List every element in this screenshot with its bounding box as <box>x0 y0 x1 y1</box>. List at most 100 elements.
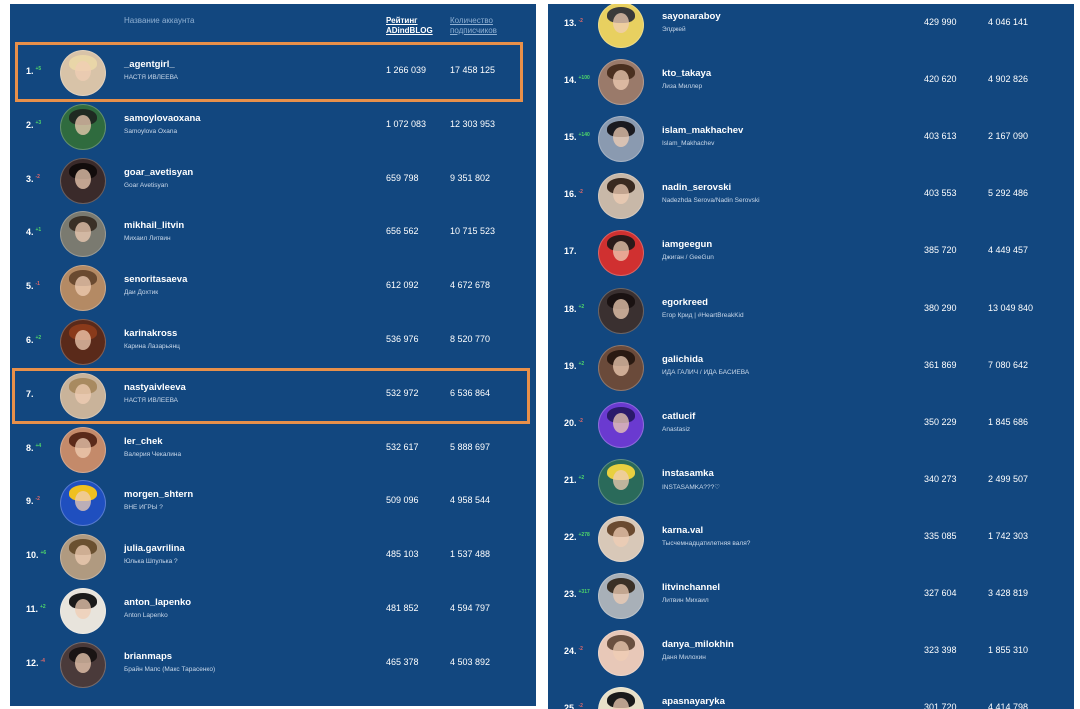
account-username[interactable]: senoritasaeva <box>124 274 188 286</box>
avatar[interactable] <box>598 344 644 391</box>
avatar[interactable] <box>60 211 106 258</box>
account-username[interactable]: galichida <box>662 353 704 365</box>
table-row[interactable]: 22. +278 karna.val Тысчемнадцатилетняя валя… <box>548 511 1074 565</box>
account-username[interactable]: nadin_serovski <box>662 182 732 194</box>
avatar[interactable] <box>60 372 106 419</box>
avatar[interactable] <box>60 319 106 365</box>
account-display-name: Джиган / GeeGun <box>662 254 714 262</box>
table-row[interactable]: 10. +6 julia.gavrilina Юлька Шпулька ? 485 1… <box>10 529 536 583</box>
account-display-name: Брайн Мапс (Макс Тарасенко) <box>124 665 216 673</box>
avatar-face <box>613 412 629 433</box>
account-display-name: Anton Lapenko <box>124 612 168 619</box>
avatar[interactable] <box>598 458 644 505</box>
avatar-face <box>613 469 629 490</box>
account-username[interactable]: _agentgirl_ <box>124 59 175 70</box>
table-row[interactable]: 13. -2 sayonaraboy Элджей 429 990 4 046 141 <box>548 4 1074 51</box>
avatar[interactable] <box>598 687 644 709</box>
table-row[interactable]: 9. -2 morgen_shtern ВНЕ ИГРЫ ? 509 096 4 958 … <box>10 475 536 529</box>
account-username[interactable]: instasamka <box>662 467 714 479</box>
account-display-name: Даня Милохин <box>662 654 706 662</box>
avatar[interactable] <box>598 173 644 220</box>
account-username[interactable]: kto_takaya <box>662 68 712 80</box>
rank-position: 12. <box>26 657 39 668</box>
table-row[interactable]: 15. +140 islam_makhachev Islam_Makhachev 403… <box>548 111 1074 165</box>
avatar[interactable] <box>598 230 644 277</box>
table-row[interactable]: 1. +5 _agentgirl_ НАСТЯ ИВЛЕЕВА 1 266 039 17 … <box>10 45 536 99</box>
account-username[interactable]: karna.val <box>662 524 704 536</box>
table-row[interactable]: 20. -2 catlucif Anastasiz 350 229 1 845 686 <box>548 397 1074 451</box>
table-row[interactable]: 4. +1 mikhail_litvin Михаил Литвин 656 562 10… <box>10 206 536 260</box>
avatar-face <box>75 545 91 566</box>
avatar[interactable] <box>60 50 106 96</box>
account-username[interactable]: sayonaraboy <box>662 11 721 22</box>
rank-number: 22. +278 <box>564 532 590 542</box>
rank-change-badge: +100 <box>578 75 590 82</box>
rank-number: 3. -2 <box>26 174 40 184</box>
account-username[interactable]: egorkreed <box>662 296 708 308</box>
rank-position: 21. <box>564 474 577 485</box>
avatar[interactable] <box>60 641 106 688</box>
account-username[interactable]: iamgeegun <box>662 239 713 251</box>
rank-change-badge: +3 <box>35 119 42 126</box>
subscribers-value: 3 428 819 <box>988 588 1029 598</box>
rating-value: 532 972 <box>386 387 419 398</box>
avatar[interactable] <box>598 515 644 562</box>
table-row[interactable]: 3. -2 goar_avetisyan Goar Avetisyan 659 798 9… <box>10 153 536 207</box>
avatar[interactable] <box>598 287 644 334</box>
account-username[interactable]: islam_makhachev <box>662 125 744 137</box>
avatar-face <box>75 168 91 189</box>
header-rating[interactable]: Рейтинг ADindBLOG <box>386 16 433 35</box>
table-row[interactable]: 24. -2 danya_milokhin Даня Милохин 323 398 1 … <box>548 625 1074 679</box>
table-row[interactable]: 11. +2 anton_lapenko Anton Lapenko 481 852 4 … <box>10 583 536 637</box>
account-username[interactable]: mikhail_litvin <box>124 220 185 232</box>
account-username[interactable]: morgen_shtern <box>124 489 194 501</box>
rating-value: 532 617 <box>386 441 419 452</box>
table-row[interactable]: 19. +2 galichida ИДА ГАЛИЧ / ИДА БАСИЕВА 361… <box>548 340 1074 394</box>
table-row[interactable]: 8. +4 ler_chek Валерия Чекалина 532 617 5 888… <box>10 422 536 476</box>
account-username[interactable]: nastyaivleeva <box>124 381 186 393</box>
rank-change-badge: +2 <box>578 474 585 481</box>
table-row[interactable]: 12. -4 brianmaps Брайн Мапс (Макс Тарасенко… <box>10 637 536 691</box>
subscribers-value: 5 888 697 <box>450 441 491 452</box>
account-username[interactable]: ler_chek <box>124 435 163 447</box>
account-username[interactable]: litvinchannel <box>662 582 721 593</box>
table-row[interactable]: 25. -2 apasnayaryka 301 720 4 414 798 <box>548 682 1074 709</box>
account-username[interactable]: julia.gavrilina <box>124 543 185 555</box>
avatar[interactable] <box>598 401 644 448</box>
table-row[interactable]: 2. +3 samoylovaoxana Samoylova Oxana 1 072 0… <box>10 99 536 153</box>
avatar[interactable] <box>60 426 106 473</box>
avatar[interactable] <box>60 480 106 527</box>
account-username[interactable]: danya_milokhin <box>662 639 734 651</box>
account-username[interactable]: samoylovaoxana <box>124 112 201 124</box>
avatar[interactable] <box>598 4 644 48</box>
account-username[interactable]: anton_lapenko <box>124 597 192 608</box>
account-display-name: Юлька Шпулька ? <box>124 558 178 566</box>
avatar[interactable] <box>60 265 106 312</box>
table-row[interactable]: 7. nastyaivleeva НАСТЯ ИВЛЕЕВА 532 972 6 536… <box>10 368 536 422</box>
account-username[interactable]: goar_avetisyan <box>124 166 194 178</box>
avatar[interactable] <box>60 157 106 204</box>
table-row[interactable]: 21. +2 instasamka INSTASAMKA???♡ 340 273 2 49… <box>548 454 1074 508</box>
avatar[interactable] <box>598 573 644 619</box>
table-row[interactable]: 5. -1 senoritasaeva Даи Дохтик 612 092 4 672 … <box>10 260 536 314</box>
avatar[interactable] <box>598 59 644 106</box>
rank-number: 1. +5 <box>26 66 41 76</box>
account-username[interactable]: apasnayaryka <box>662 696 725 708</box>
avatar[interactable] <box>598 630 644 677</box>
avatar[interactable] <box>60 534 106 581</box>
table-row[interactable]: 16. -2 nadin_serovski Nadezhda Serova/Nadin… <box>548 168 1074 222</box>
rating-value: 350 229 <box>924 416 957 427</box>
table-row[interactable]: 18. +2 egorkreed Егор Крид | #HeartBreakKid… <box>548 283 1074 337</box>
rank-position: 25. <box>564 703 577 709</box>
table-row[interactable]: 14. +100 kto_takaya Лиза Миллер 420 620 4 902… <box>548 54 1074 108</box>
header-subscribers[interactable]: Количество подписчиков <box>450 16 497 35</box>
table-row[interactable]: 23. +317 litvinchannel Литвин Михаил 327 604… <box>548 568 1074 622</box>
account-username[interactable]: brianmaps <box>124 650 173 662</box>
avatar[interactable] <box>598 116 644 163</box>
account-username[interactable]: karinakross <box>124 328 178 339</box>
table-row[interactable]: 6. +2 karinakross Карина Лазарьянц 536 976 8 … <box>10 314 536 368</box>
avatar[interactable] <box>60 588 106 634</box>
avatar[interactable] <box>60 103 106 150</box>
account-username[interactable]: catlucif <box>662 410 696 422</box>
table-row[interactable]: 17. iamgeegun Джиган / GeeGun 385 720 4 449 … <box>548 225 1074 279</box>
